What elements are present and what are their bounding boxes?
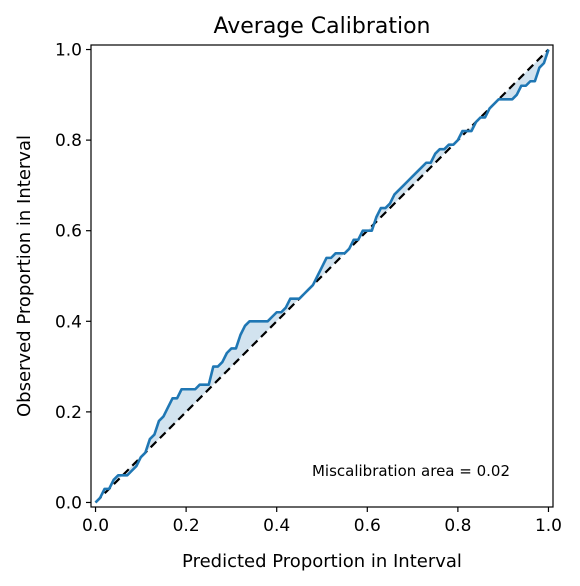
x-axis-label: Predicted Proportion in Interval	[182, 551, 462, 572]
x-tick-label: 0.6	[354, 516, 381, 536]
y-tick-label: 0.6	[55, 222, 82, 242]
calibration-curve	[94, 49, 550, 504]
miscalibration-annotation: Miscalibration area = 0.02	[312, 462, 510, 480]
x-axis-ticks: 0.0 0.2 0.4 0.6 0.8 1.0	[82, 507, 562, 536]
x-tick-label: 0.8	[444, 516, 471, 536]
axes-frame	[90, 44, 554, 508]
chart-title: Average Calibration	[213, 14, 430, 39]
y-tick-label: 1.0	[55, 41, 82, 61]
y-tick-label: 0.0	[55, 493, 82, 513]
y-tick-label: 0.2	[55, 403, 82, 423]
plot-area	[94, 48, 550, 504]
x-tick-label: 0.4	[263, 516, 290, 536]
x-tick-label: 1.0	[535, 516, 562, 536]
ideal-calibration-line	[94, 48, 550, 504]
x-tick-label: 0.0	[82, 516, 109, 536]
y-axis-ticks: 0.0 0.2 0.4 0.6 0.8 1.0	[55, 41, 91, 513]
y-axis-label: Observed Proportion in Interval	[14, 135, 35, 417]
y-tick-label: 0.4	[55, 312, 82, 332]
y-tick-label: 0.8	[55, 131, 82, 151]
x-tick-label: 0.2	[173, 516, 200, 536]
